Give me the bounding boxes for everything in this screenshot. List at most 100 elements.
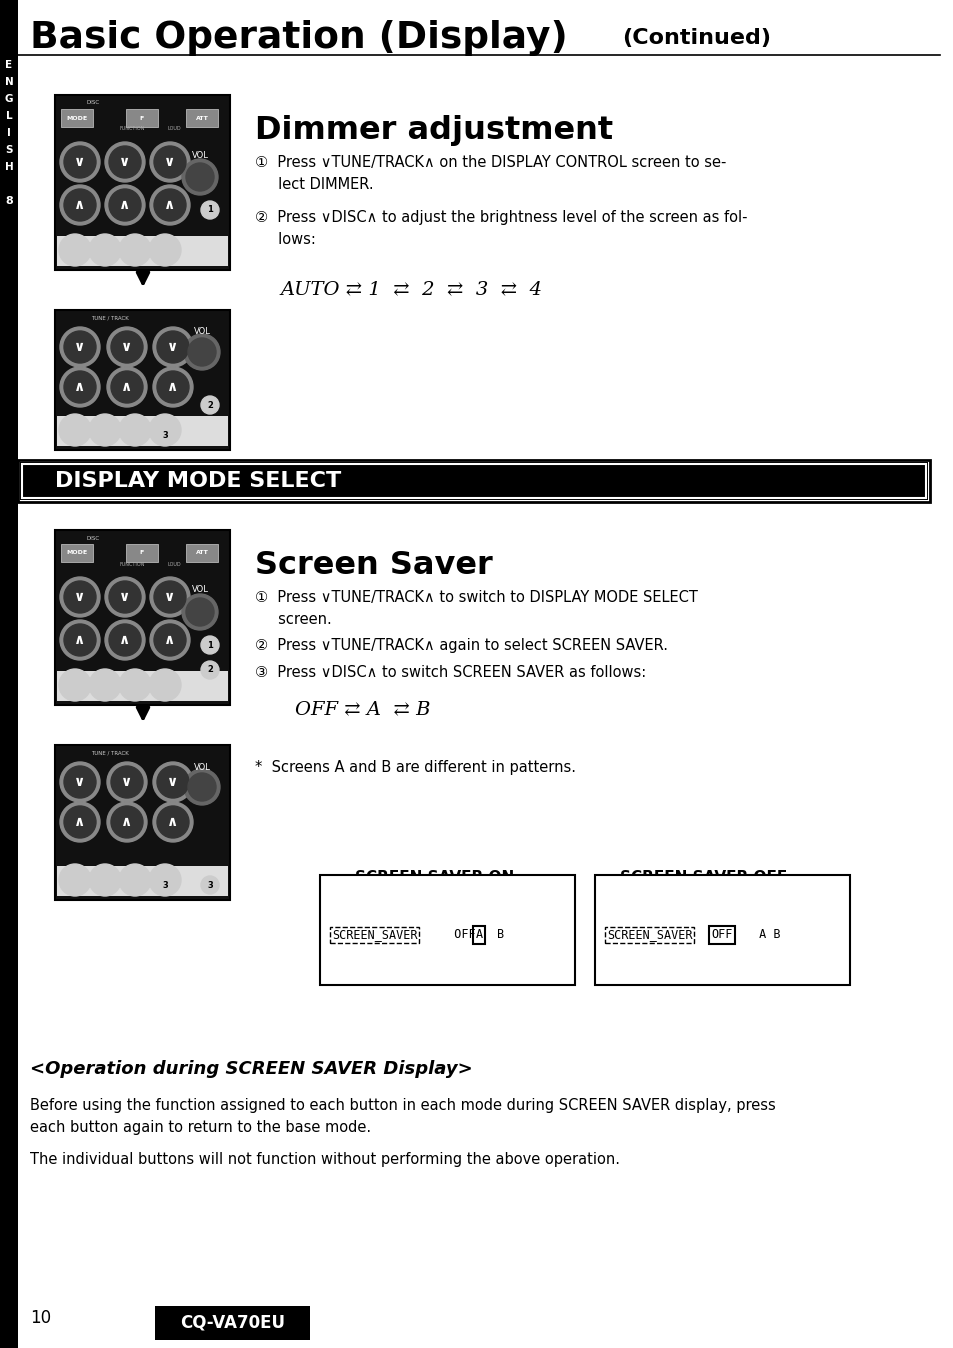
Circle shape xyxy=(89,864,121,896)
Bar xyxy=(61,109,92,127)
Text: MODE: MODE xyxy=(67,550,88,555)
Circle shape xyxy=(59,864,91,896)
Circle shape xyxy=(60,328,100,367)
Circle shape xyxy=(152,762,193,802)
Circle shape xyxy=(119,414,151,446)
Text: ①  Press ∨TUNE/TRACK∧ on the DISPLAY CONTROL screen to se-
     lect DIMMER.: ① Press ∨TUNE/TRACK∧ on the DISPLAY CONT… xyxy=(254,155,725,193)
Text: FUNCTION: FUNCTION xyxy=(119,127,145,132)
Circle shape xyxy=(109,146,141,178)
Text: OFF ⇄ A  ⇄ B: OFF ⇄ A ⇄ B xyxy=(294,701,430,718)
Bar xyxy=(0,0,18,1348)
Circle shape xyxy=(150,620,190,661)
Text: ∧: ∧ xyxy=(74,634,86,647)
Text: ∨: ∨ xyxy=(121,775,132,789)
Text: ∨: ∨ xyxy=(167,775,178,789)
Text: CQ-VA70EU: CQ-VA70EU xyxy=(180,1314,285,1332)
Circle shape xyxy=(153,189,186,221)
Circle shape xyxy=(201,636,219,654)
Circle shape xyxy=(105,577,145,617)
Circle shape xyxy=(149,669,181,701)
Circle shape xyxy=(59,669,91,701)
Circle shape xyxy=(157,806,189,838)
Text: ∧: ∧ xyxy=(74,198,86,212)
Text: 3: 3 xyxy=(207,880,213,890)
Circle shape xyxy=(60,577,100,617)
Circle shape xyxy=(149,414,181,446)
Circle shape xyxy=(109,189,141,221)
Text: OFF: OFF xyxy=(711,929,732,941)
Circle shape xyxy=(111,766,143,798)
Text: VOL: VOL xyxy=(192,151,208,159)
Text: I: I xyxy=(7,128,10,137)
Text: FUNCTION: FUNCTION xyxy=(119,562,145,566)
Circle shape xyxy=(157,766,189,798)
Text: SCREEN SAVER ON: SCREEN SAVER ON xyxy=(355,869,514,886)
Text: SCREEN SAVER OFF: SCREEN SAVER OFF xyxy=(619,869,786,886)
Circle shape xyxy=(153,146,186,178)
Text: ∧: ∧ xyxy=(74,380,86,394)
Text: DISPLAY MODE SELECT: DISPLAY MODE SELECT xyxy=(55,470,341,491)
Circle shape xyxy=(150,142,190,182)
Text: F: F xyxy=(140,116,144,120)
Text: SCREEN_SAVER: SCREEN_SAVER xyxy=(332,929,417,941)
Text: S: S xyxy=(6,146,12,155)
Circle shape xyxy=(188,772,215,801)
Bar xyxy=(57,671,228,701)
Circle shape xyxy=(201,876,219,894)
Circle shape xyxy=(64,189,96,221)
Text: 3: 3 xyxy=(162,430,168,439)
Text: A: A xyxy=(475,929,482,941)
Circle shape xyxy=(64,371,96,403)
Text: Screen Saver: Screen Saver xyxy=(254,550,493,581)
Text: 2: 2 xyxy=(207,400,213,410)
Bar xyxy=(55,530,230,705)
Circle shape xyxy=(119,864,151,896)
Bar xyxy=(55,94,230,270)
Text: OFF: OFF xyxy=(439,929,476,941)
Text: ATT: ATT xyxy=(195,550,208,555)
Circle shape xyxy=(105,620,145,661)
Text: 10: 10 xyxy=(30,1309,51,1326)
Text: L: L xyxy=(6,111,12,121)
Circle shape xyxy=(188,338,215,367)
Circle shape xyxy=(111,371,143,403)
Text: ∧: ∧ xyxy=(119,198,131,212)
Text: ATT: ATT xyxy=(195,116,208,120)
Circle shape xyxy=(59,414,91,446)
Circle shape xyxy=(201,201,219,218)
Circle shape xyxy=(107,762,147,802)
Circle shape xyxy=(119,235,151,266)
Text: ②  Press ∨TUNE/TRACK∧ again to select SCREEN SAVER.: ② Press ∨TUNE/TRACK∧ again to select SCR… xyxy=(254,638,667,652)
Circle shape xyxy=(186,163,213,191)
Text: 1: 1 xyxy=(207,640,213,650)
Text: 3: 3 xyxy=(162,880,168,890)
Circle shape xyxy=(182,594,218,630)
Text: F: F xyxy=(140,550,144,555)
Bar xyxy=(57,417,228,446)
Circle shape xyxy=(107,802,147,842)
Text: LOUD: LOUD xyxy=(167,562,181,566)
Text: *  Screens A and B are different in patterns.: * Screens A and B are different in patte… xyxy=(254,760,576,775)
Text: G: G xyxy=(5,94,13,104)
Circle shape xyxy=(156,876,173,894)
Text: VOL: VOL xyxy=(192,585,208,594)
Bar xyxy=(61,545,92,562)
Circle shape xyxy=(109,581,141,613)
Circle shape xyxy=(60,185,100,225)
Circle shape xyxy=(184,334,220,369)
Circle shape xyxy=(111,332,143,363)
Text: VOL: VOL xyxy=(193,763,211,771)
Text: ∧: ∧ xyxy=(167,816,178,829)
Circle shape xyxy=(150,185,190,225)
Circle shape xyxy=(153,624,186,656)
Text: Basic Operation (Display): Basic Operation (Display) xyxy=(30,20,567,57)
Bar xyxy=(126,545,158,562)
Text: MODE: MODE xyxy=(67,116,88,120)
Text: ∨: ∨ xyxy=(164,155,175,168)
Bar xyxy=(57,236,228,266)
Circle shape xyxy=(153,581,186,613)
Text: ∧: ∧ xyxy=(167,380,178,394)
Circle shape xyxy=(64,624,96,656)
Text: 8: 8 xyxy=(5,195,12,206)
Text: ∧: ∧ xyxy=(74,816,86,829)
